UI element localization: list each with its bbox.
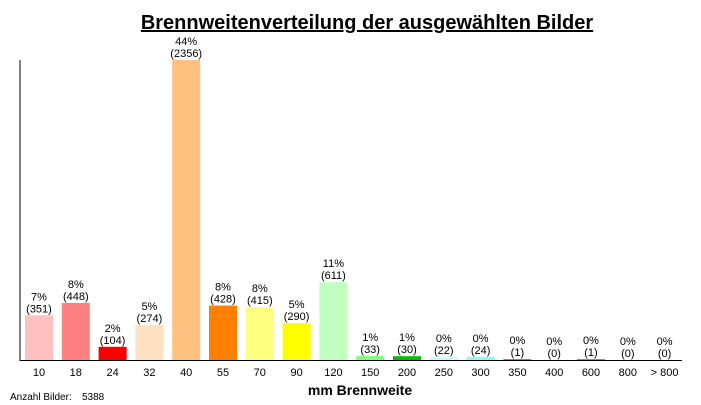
bar-count-label-1: (448) [63,291,89,303]
x-tick-label-15: 600 [582,367,600,379]
bar-percent-label-3: 5% [141,301,157,313]
bar-percent-label-17: 0% [657,336,673,348]
bar-6 [245,307,274,360]
bar-percent-label-9: 1% [362,332,378,344]
bar-percent-label-4: 44% [175,36,197,48]
x-tick-label-10: 200 [398,367,416,379]
bar-count-label-16: (0) [621,348,634,360]
bar-count-label-15: (1) [584,347,597,359]
bar-percent-label-5: 8% [215,282,231,294]
bar-8 [319,282,348,360]
x-tick-label-6: 70 [254,367,266,379]
bar-count-label-11: (22) [434,345,454,357]
bar-count-label-0: (351) [26,303,52,315]
bar-labels-group: 7%(351)8%(448)2%(104)5%(274)44%(2356)8%(… [26,36,673,360]
x-tick-label-5: 55 [217,367,229,379]
x-tick-label-16: 800 [619,367,637,379]
bar-12 [466,356,495,360]
x-axis-title: mm Brennweite [308,382,412,398]
x-tick-label-1: 18 [70,367,82,379]
x-tick-label-12: 300 [471,367,489,379]
bar-count-label-6: (415) [247,295,273,307]
bar-percent-label-11: 0% [436,333,452,345]
x-tick-label-13: 350 [508,367,526,379]
bar-7 [282,323,311,360]
x-tick-label-9: 150 [361,367,379,379]
x-tick-label-0: 10 [33,367,45,379]
footer-count-label: Anzahl Bilder: [10,392,72,403]
bar-1 [61,303,90,360]
bar-percent-label-12: 0% [473,333,489,345]
bar-count-label-8: (611) [321,270,346,282]
x-tick-label-11: 250 [435,367,453,379]
bar-count-label-17: (0) [658,348,671,360]
bar-count-label-3: (274) [137,313,163,325]
bar-4 [172,60,201,360]
bar-percent-label-8: 11% [323,258,344,270]
bar-2 [98,346,127,360]
bar-count-label-9: (33) [360,344,380,356]
x-tick-labels-group: 10 18 24 32 40 55 70 90 120 150 200 250 300 350 400 600… [33,367,679,379]
x-tick-label-2: 24 [106,367,118,379]
bar-percent-label-14: 0% [546,336,562,348]
bar-percent-label-6: 8% [252,283,268,295]
bar-percent-label-2: 2% [105,323,121,335]
bar-percent-label-16: 0% [620,336,636,348]
chart-title: Brennweitenverteilung der ausgewählten B… [141,12,594,34]
x-tick-label-3: 32 [143,367,155,379]
bar-percent-label-1: 8% [68,279,84,291]
bar-count-label-7: (290) [284,311,310,323]
bar-9 [356,355,385,360]
x-tick-label-14: 400 [545,367,563,379]
bar-15 [577,359,605,360]
bar-count-label-13: (1) [511,347,524,359]
bar-count-label-2: (104) [100,335,126,347]
bar-percent-label-15: 0% [583,335,599,347]
bar-count-label-4: (2356) [170,48,202,60]
bar-10 [393,356,421,360]
bar-13 [503,359,532,360]
bar-5 [209,305,237,360]
bar-11 [429,357,458,360]
bar-3 [135,325,164,360]
bars-group [25,60,605,360]
bar-count-label-14: (0) [547,348,560,360]
x-tick-label-7: 90 [290,367,302,379]
bar-percent-label-10: 1% [399,332,415,344]
bar-percent-label-13: 0% [509,335,525,347]
x-tick-label-8: 120 [324,367,342,379]
bar-0 [25,315,53,360]
x-tick-label-17: > 800 [651,367,679,379]
x-tick-label-4: 40 [180,367,192,379]
footer-count-value: 5388 [82,392,105,403]
bar-count-label-12: (24) [471,345,491,357]
bar-count-label-5: (428) [210,294,236,306]
bar-percent-label-0: 7% [31,291,47,303]
bar-count-label-10: (30) [397,344,417,356]
bar-percent-label-7: 5% [289,299,305,311]
